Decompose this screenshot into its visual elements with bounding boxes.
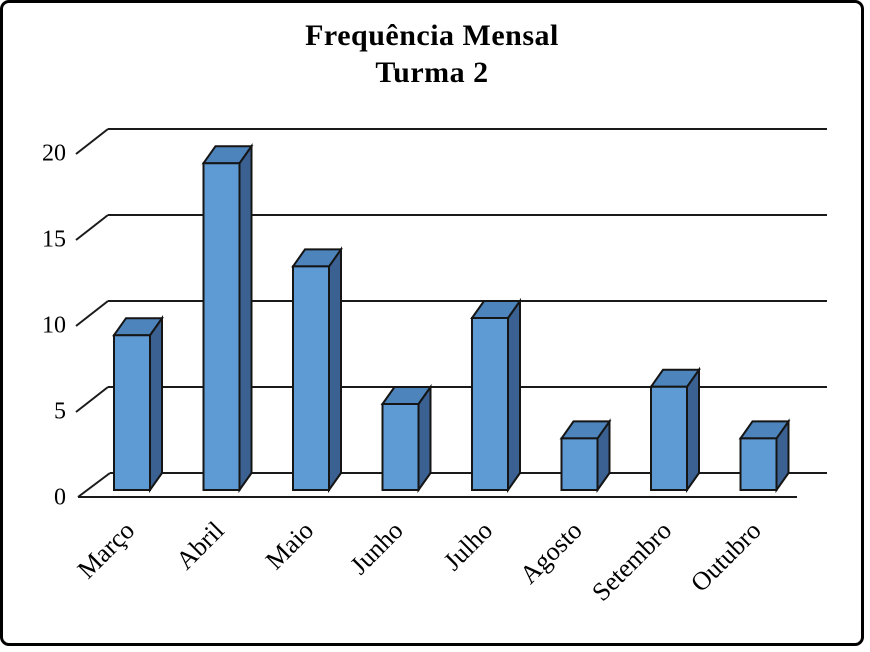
category-label-setembro: Setembro [586, 516, 677, 607]
bar-chart-canvas: 0 5 10 15 20 Março Abril Maio Junho Julho AgostoSe… [42, 128, 827, 607]
gridline-tick-5 [75, 386, 109, 413]
gridline-tick-15 [75, 214, 109, 241]
bar-agosto [560, 437, 599, 491]
floor-left-diagonal [77, 472, 111, 498]
bar-side-abril [238, 143, 253, 494]
gridline-tick-10 [75, 300, 109, 327]
y-tick-label-10: 10 [42, 313, 66, 339]
category-label-junho: Junho [344, 516, 408, 580]
category-label-julho: Julho [438, 516, 498, 576]
bar-julho [471, 317, 509, 491]
chart-title-line1: Frequência Mensal [305, 19, 559, 52]
y-tick-label-15: 15 [42, 227, 66, 253]
category-label-maio: Maio [260, 516, 319, 575]
category-label-abril: Abril [170, 516, 229, 575]
bar-setembro [650, 385, 688, 491]
category-label-outubro: Outubro [685, 516, 767, 598]
bar-outubro [739, 437, 778, 491]
bar-side-julho [507, 297, 521, 494]
bar-marco [113, 334, 151, 491]
bar-side-marco [149, 315, 163, 494]
y-tick-label-20: 20 [42, 141, 66, 167]
bar-side-maio [328, 246, 342, 494]
chart-title: Frequência Mensal Turma 2 [3, 17, 861, 91]
bar-junho [381, 403, 420, 491]
category-label-marco: Março [72, 516, 140, 584]
y-tick-label-5: 5 [54, 399, 66, 425]
chart-title-line2: Turma 2 [375, 56, 489, 89]
bar-side-setembro [686, 366, 700, 494]
bar-maio [292, 265, 330, 491]
y-tick-label-0: 0 [54, 485, 66, 511]
bar-abril [202, 162, 241, 491]
category-label-agosto: Agosto [514, 516, 588, 590]
gridline-tick-20 [75, 128, 109, 155]
